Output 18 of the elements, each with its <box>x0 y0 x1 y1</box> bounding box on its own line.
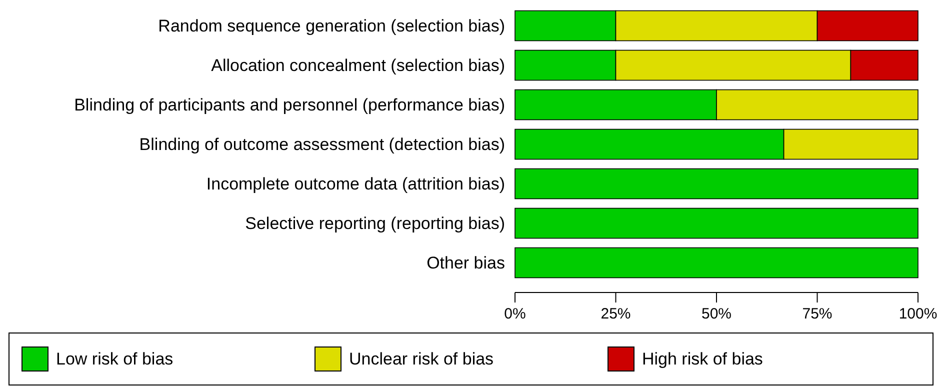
bar <box>514 208 918 239</box>
bar <box>514 247 918 278</box>
x-tick-label: 75% <box>802 306 832 322</box>
x-tick-label: 50% <box>701 306 732 322</box>
y-tick-label: Selective reporting (reporting bias) <box>245 214 505 233</box>
x-tick-label: 100% <box>898 306 938 322</box>
bar <box>514 168 918 200</box>
x-tick-label: 25% <box>600 306 631 322</box>
y-tick-label: Blinding of outcome assessment (detection bias) <box>139 134 505 154</box>
y-tick-label: Incomplete outcome data (attrition bias) <box>206 174 505 194</box>
y-tick-label: Random sequence generation (selection bias) <box>158 16 505 36</box>
y-tick-label: Blinding of participants and personnel (performance bias) <box>74 95 505 114</box>
legend-label: Low risk of bias <box>56 350 174 368</box>
y-tick-label: Other bias <box>426 253 505 272</box>
legend-label: High risk of bias <box>642 350 763 368</box>
y-tick-label: Allocation concealment (selection bias) <box>211 56 505 75</box>
legend-label: Unclear risk of bias <box>349 350 494 368</box>
x-tick-label: 0% <box>504 306 526 322</box>
